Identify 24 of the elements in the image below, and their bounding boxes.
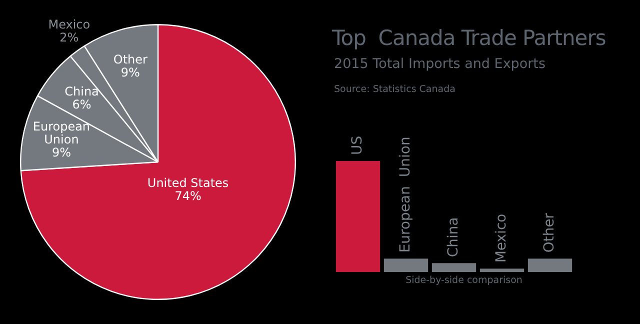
data-label: 2% bbox=[60, 30, 79, 44]
data-label: 9% bbox=[120, 66, 140, 80]
data-label: 9% bbox=[52, 146, 71, 160]
slice-label: European Union bbox=[32, 120, 90, 147]
x-tick-label: European Union bbox=[398, 136, 414, 253]
slice-label: United States bbox=[147, 176, 229, 190]
data-label: 74% bbox=[174, 188, 202, 203]
bar bbox=[432, 263, 476, 272]
bar bbox=[480, 268, 524, 272]
source-note: Source: Statistics Canada bbox=[334, 84, 456, 95]
bar bbox=[336, 161, 380, 272]
x-tick-label: US bbox=[350, 136, 366, 156]
slice-label: Mexico bbox=[48, 17, 90, 32]
x-axis-title: Side-by-side comparison bbox=[404, 275, 524, 286]
chart-title: Top Canada Trade Partners bbox=[332, 26, 606, 50]
chart-subtitle: 2015 Total Imports and Exports bbox=[334, 56, 546, 72]
x-tick-label: Other bbox=[542, 212, 558, 253]
data-label: 6% bbox=[72, 98, 92, 112]
slice-label: Other bbox=[113, 52, 148, 67]
slice-label: China bbox=[64, 84, 99, 99]
bar bbox=[384, 258, 428, 272]
x-tick-label: China bbox=[446, 217, 462, 258]
bar bbox=[528, 258, 572, 272]
x-tick-label: Mexico bbox=[494, 214, 510, 263]
